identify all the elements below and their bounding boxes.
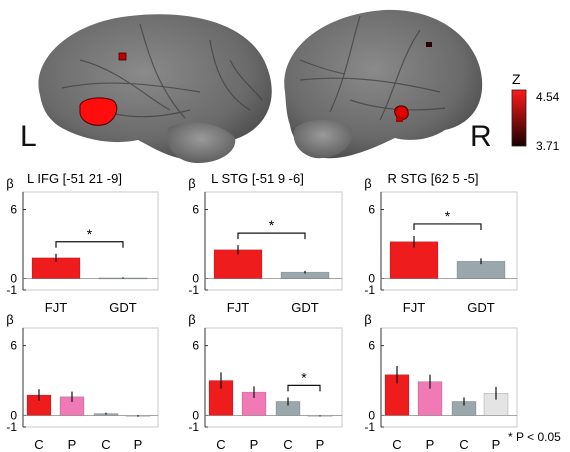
bar-chart-panel-1: L IFG [-51 21 -9] β 6 0-1 FJT GDT * bbox=[6, 171, 159, 315]
y-axis-label: β bbox=[188, 176, 195, 191]
x-tick-label: C bbox=[283, 437, 292, 452]
x-tick-label: FJT bbox=[45, 300, 67, 315]
x-tick-label: P bbox=[426, 437, 435, 452]
right-hemisphere-image bbox=[284, 9, 483, 159]
x-tick-label: P bbox=[250, 437, 259, 452]
y-axis-label: β bbox=[6, 176, 13, 191]
significance-star: * bbox=[301, 369, 307, 385]
x-tick-label: C bbox=[392, 437, 401, 452]
chart-title: L STG [-51 9 -6] bbox=[211, 171, 304, 186]
y-tick-label: -1 bbox=[188, 420, 199, 434]
significance-bracket bbox=[55, 241, 124, 248]
x-tick-label: GDT bbox=[109, 300, 137, 315]
y-tick-label: 6 bbox=[368, 203, 375, 217]
y-tick-label: 0 bbox=[368, 272, 375, 286]
y-axis-label: β bbox=[188, 312, 195, 327]
y-tick-label: 0 bbox=[368, 408, 375, 422]
chart-title: R STG [62 5 -5] bbox=[387, 171, 478, 186]
colorbar-title: Z bbox=[512, 71, 521, 87]
x-tick-label: C bbox=[216, 437, 225, 452]
y-tick-label: -1 bbox=[364, 283, 375, 297]
y-tick-label: 0 bbox=[192, 272, 199, 286]
y-axis-label: β bbox=[364, 176, 371, 191]
y-tick-label: 0 bbox=[192, 408, 199, 422]
x-tick-label: C bbox=[34, 437, 43, 452]
bar bbox=[417, 381, 443, 416]
chart-title: L IFG [-51 21 -9] bbox=[27, 171, 122, 186]
x-tick-label: P bbox=[492, 437, 501, 452]
significance-bracket bbox=[287, 384, 321, 392]
y-tick-label: 6 bbox=[10, 339, 17, 353]
x-tick-label: P bbox=[316, 437, 325, 452]
significance-bracket bbox=[413, 223, 482, 230]
colorbar: Z 4.54 3.71 bbox=[511, 71, 560, 153]
y-tick-label: 6 bbox=[10, 203, 17, 217]
right-hemisphere-label: R bbox=[470, 120, 492, 153]
left-hemisphere-image bbox=[38, 14, 272, 164]
colorbar-max-label: 4.54 bbox=[536, 90, 560, 104]
x-tick-label: C bbox=[459, 437, 468, 452]
left-hemisphere-label: L bbox=[20, 120, 37, 153]
significance-star: * bbox=[269, 217, 275, 233]
x-tick-label: FJT bbox=[227, 300, 249, 315]
y-tick-label: 0 bbox=[10, 408, 17, 422]
bar-chart-panel-4: β 6 0-1 C P C P bbox=[6, 312, 159, 452]
y-axis-label: β bbox=[6, 312, 13, 327]
colorbar-gradient bbox=[511, 89, 527, 147]
bar bbox=[389, 241, 439, 279]
colorbar-min-label: 3.71 bbox=[536, 139, 560, 153]
x-tick-label: GDT bbox=[467, 300, 495, 315]
y-tick-label: -1 bbox=[6, 283, 17, 297]
y-tick-label: -1 bbox=[6, 420, 17, 434]
bar bbox=[213, 249, 263, 279]
x-tick-label: P bbox=[134, 437, 143, 452]
significance-note: * P < 0.05 bbox=[508, 430, 561, 444]
bar-chart-panel-3: R STG [62 5 -5] β 6 0-1 FJT GDT * bbox=[364, 171, 518, 315]
y-tick-label: 0 bbox=[10, 272, 17, 286]
y-axis-label: β bbox=[364, 312, 371, 327]
significance-star: * bbox=[445, 208, 451, 224]
y-tick-label: -1 bbox=[364, 420, 375, 434]
bar-chart-panel-2: L STG [-51 9 -6] β 6 0-1 FJT GDT * bbox=[188, 171, 343, 315]
y-tick-label: 6 bbox=[368, 339, 375, 353]
bar-chart-panel-5: β 6 0-1 C P C P * bbox=[188, 312, 343, 452]
bar-chart-panel-6: β 6 0-1 C P C P bbox=[364, 312, 518, 452]
y-tick-label: 6 bbox=[192, 203, 199, 217]
significance-star: * bbox=[87, 226, 93, 242]
x-tick-label: C bbox=[101, 437, 110, 452]
y-tick-label: -1 bbox=[188, 283, 199, 297]
significance-bracket bbox=[237, 232, 306, 240]
x-tick-label: FJT bbox=[403, 300, 425, 315]
y-tick-label: 6 bbox=[192, 339, 199, 353]
x-tick-label: GDT bbox=[291, 300, 319, 315]
x-tick-label: P bbox=[68, 437, 77, 452]
